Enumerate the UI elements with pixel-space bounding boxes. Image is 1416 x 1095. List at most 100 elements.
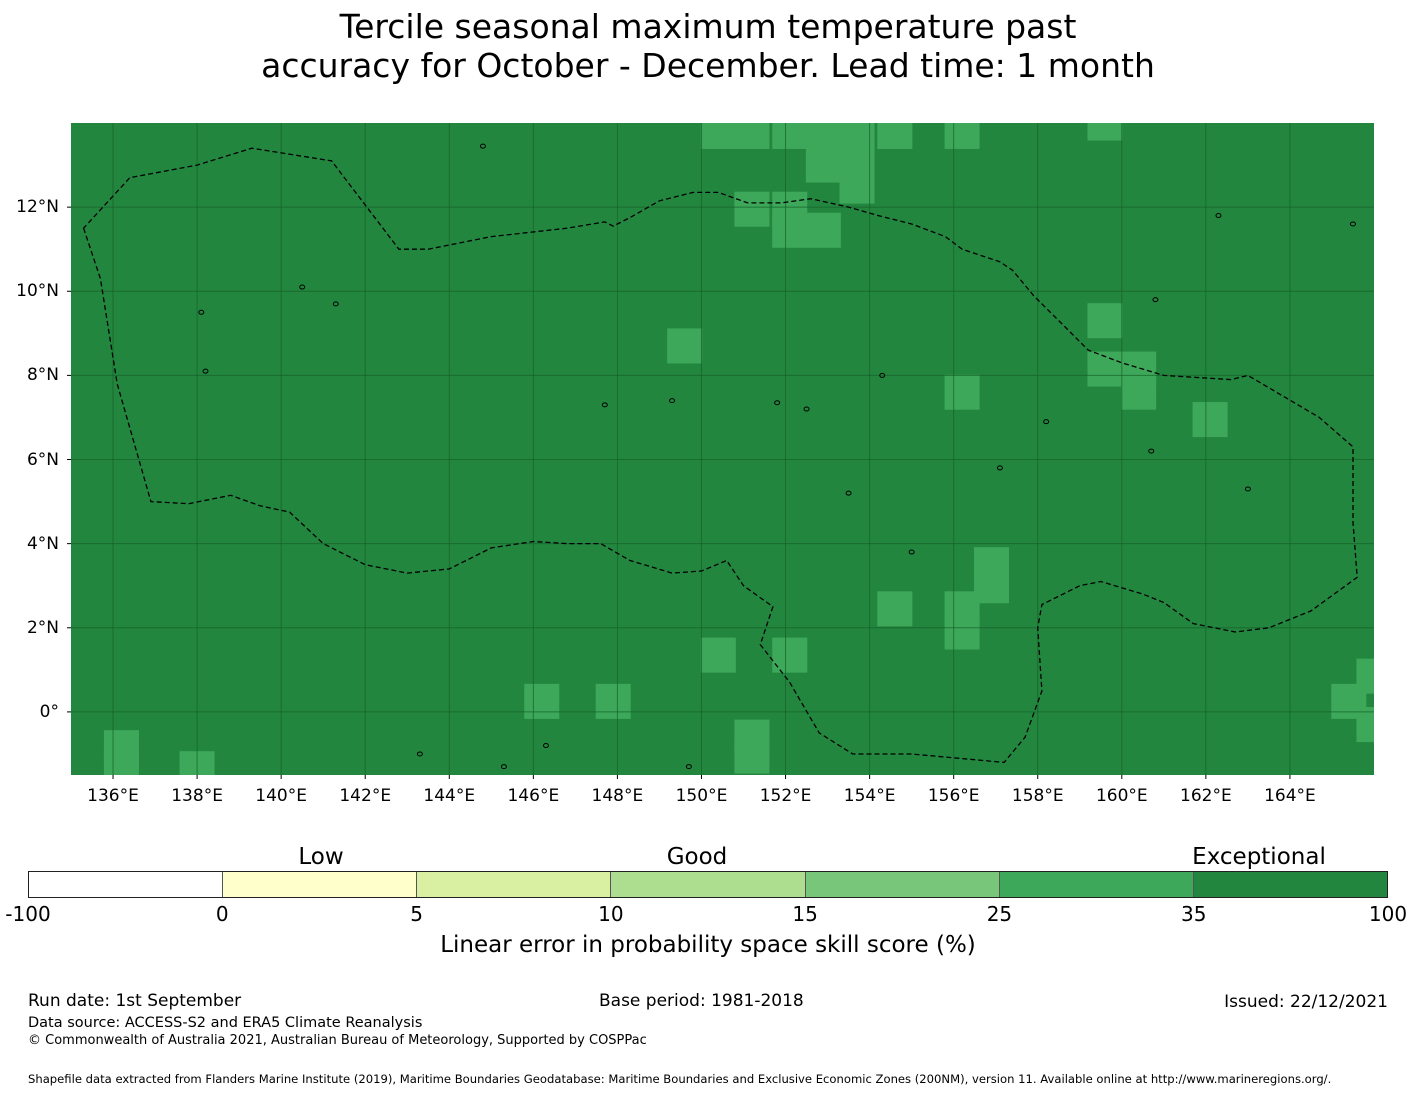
y-tick-label: 2°N (26, 617, 59, 638)
skill-cell (595, 683, 631, 719)
island-outline (669, 398, 676, 404)
colorbar-tick-label: 10 (598, 902, 624, 926)
colorbar-tick-label: -100 (5, 902, 51, 926)
x-tick-label: 146°E (507, 786, 560, 806)
island-outline (879, 372, 886, 378)
x-tick-label: 150°E (675, 786, 728, 806)
island-outline (416, 751, 423, 757)
skill-cell (944, 123, 980, 149)
run-date: Run date: 1st September (28, 991, 242, 1011)
colorbar-segment (29, 872, 224, 897)
island-outline (332, 301, 339, 307)
skill-cell (734, 738, 770, 774)
island-outline (1148, 448, 1155, 454)
y-tick-label: 4°N (26, 533, 59, 554)
skill-cell (1356, 707, 1374, 743)
island-outline (1349, 221, 1356, 227)
x-tick-label: 140°E (255, 786, 308, 806)
data-source: Data source: ACCESS-S2 and ERA5 Climate … (28, 1015, 423, 1031)
island-outline (1152, 297, 1159, 303)
x-tick-label: 158°E (1011, 786, 1064, 806)
y-tick-label: 12°N (16, 197, 59, 218)
island-outline (996, 465, 1003, 471)
skill-cell (734, 191, 770, 227)
base-period: Base period: 1981-2018 (599, 991, 804, 1011)
colorbar-tick-label: 5 (410, 902, 423, 926)
x-tick-label: 142°E (339, 786, 392, 806)
skill-cell (805, 123, 841, 149)
y-tick-label: 10°N (16, 281, 59, 302)
colorbar-segment (417, 872, 612, 897)
colorbar (28, 871, 1388, 898)
issued-date: Issued: 22/12/2021 (1224, 992, 1388, 1012)
x-tick-marks (112, 775, 1291, 779)
x-tick-label: 154°E (843, 786, 896, 806)
eez-boundary-layer (82, 147, 1358, 764)
graticule (71, 123, 1374, 775)
y-tick-label: 0° (39, 701, 59, 722)
skill-cell (805, 212, 841, 248)
skill-cell (974, 568, 1010, 604)
skill-cell (805, 147, 841, 183)
skill-cell (1192, 402, 1228, 438)
eez-boundary-line (82, 147, 1358, 764)
colorbar-segment (1193, 872, 1387, 897)
skill-cell (1121, 374, 1157, 410)
shapefile-credit: Shapefile data extracted from Flanders M… (28, 1072, 1332, 1086)
island-outline (774, 400, 781, 406)
island-outline (202, 368, 209, 374)
island-outline (908, 549, 915, 555)
skill-cell (700, 637, 736, 673)
skill-cell (944, 374, 980, 410)
map-background (71, 123, 1374, 775)
colorbar-tick-label: 35 (1180, 902, 1207, 926)
skill-cell (839, 168, 875, 204)
skill-cells-layer (103, 123, 1374, 775)
y-tick-marks (67, 206, 71, 713)
y-tick-label: 6°N (26, 449, 59, 470)
x-tick-label: 164°E (1264, 786, 1316, 806)
skill-cell (1087, 303, 1123, 339)
skill-cell (103, 751, 139, 775)
island-outline (1244, 486, 1251, 492)
skill-cell (1356, 658, 1374, 694)
island-outline (500, 764, 507, 770)
skill-cell (524, 683, 560, 719)
island-outline (803, 406, 810, 412)
skill-cell (700, 123, 736, 149)
chart-title-line-2: accuracy for October - December. Lead ti… (261, 46, 1155, 85)
skill-cell (839, 123, 875, 149)
skill-score-map (67, 123, 1374, 779)
colorbar-segment (611, 872, 806, 897)
skill-cell (772, 123, 808, 149)
colorbar-tick-label: 100 (1368, 902, 1408, 926)
x-tick-label: 144°E (423, 786, 476, 806)
colorbar-label: Linear error in probability space skill … (440, 932, 976, 958)
x-tick-label: 138°E (171, 786, 223, 806)
category-low: Low (298, 844, 344, 870)
island-outline (601, 402, 608, 408)
skill-cell (667, 328, 703, 364)
category-good: Good (666, 844, 728, 870)
x-tick-label: 160°E (1095, 786, 1148, 806)
coastline-layer (198, 143, 1356, 770)
colorbar-tick-label: 15 (792, 902, 818, 926)
island-outline (299, 284, 306, 290)
colorbar-segment (805, 872, 1000, 897)
skill-cell (877, 591, 913, 627)
category-exceptional: Exceptional (1192, 844, 1326, 870)
x-tick-label: 136°E (87, 786, 139, 806)
island-outline (845, 490, 852, 496)
x-tick-label: 152°E (759, 786, 812, 806)
x-tick-label: 156°E (927, 786, 980, 806)
colorbar-tick-label: 25 (986, 902, 1013, 926)
island-outline (685, 764, 692, 770)
x-tick-label: 148°E (591, 786, 644, 806)
x-tick-label: 162°E (1180, 786, 1232, 806)
skill-cell (944, 614, 980, 650)
colorbar-segment (999, 872, 1194, 897)
island-outline (479, 143, 486, 149)
island-outline (198, 309, 205, 315)
island-outline (1043, 419, 1050, 425)
copyright: © Commonwealth of Australia 2021, Austra… (28, 1033, 647, 1048)
